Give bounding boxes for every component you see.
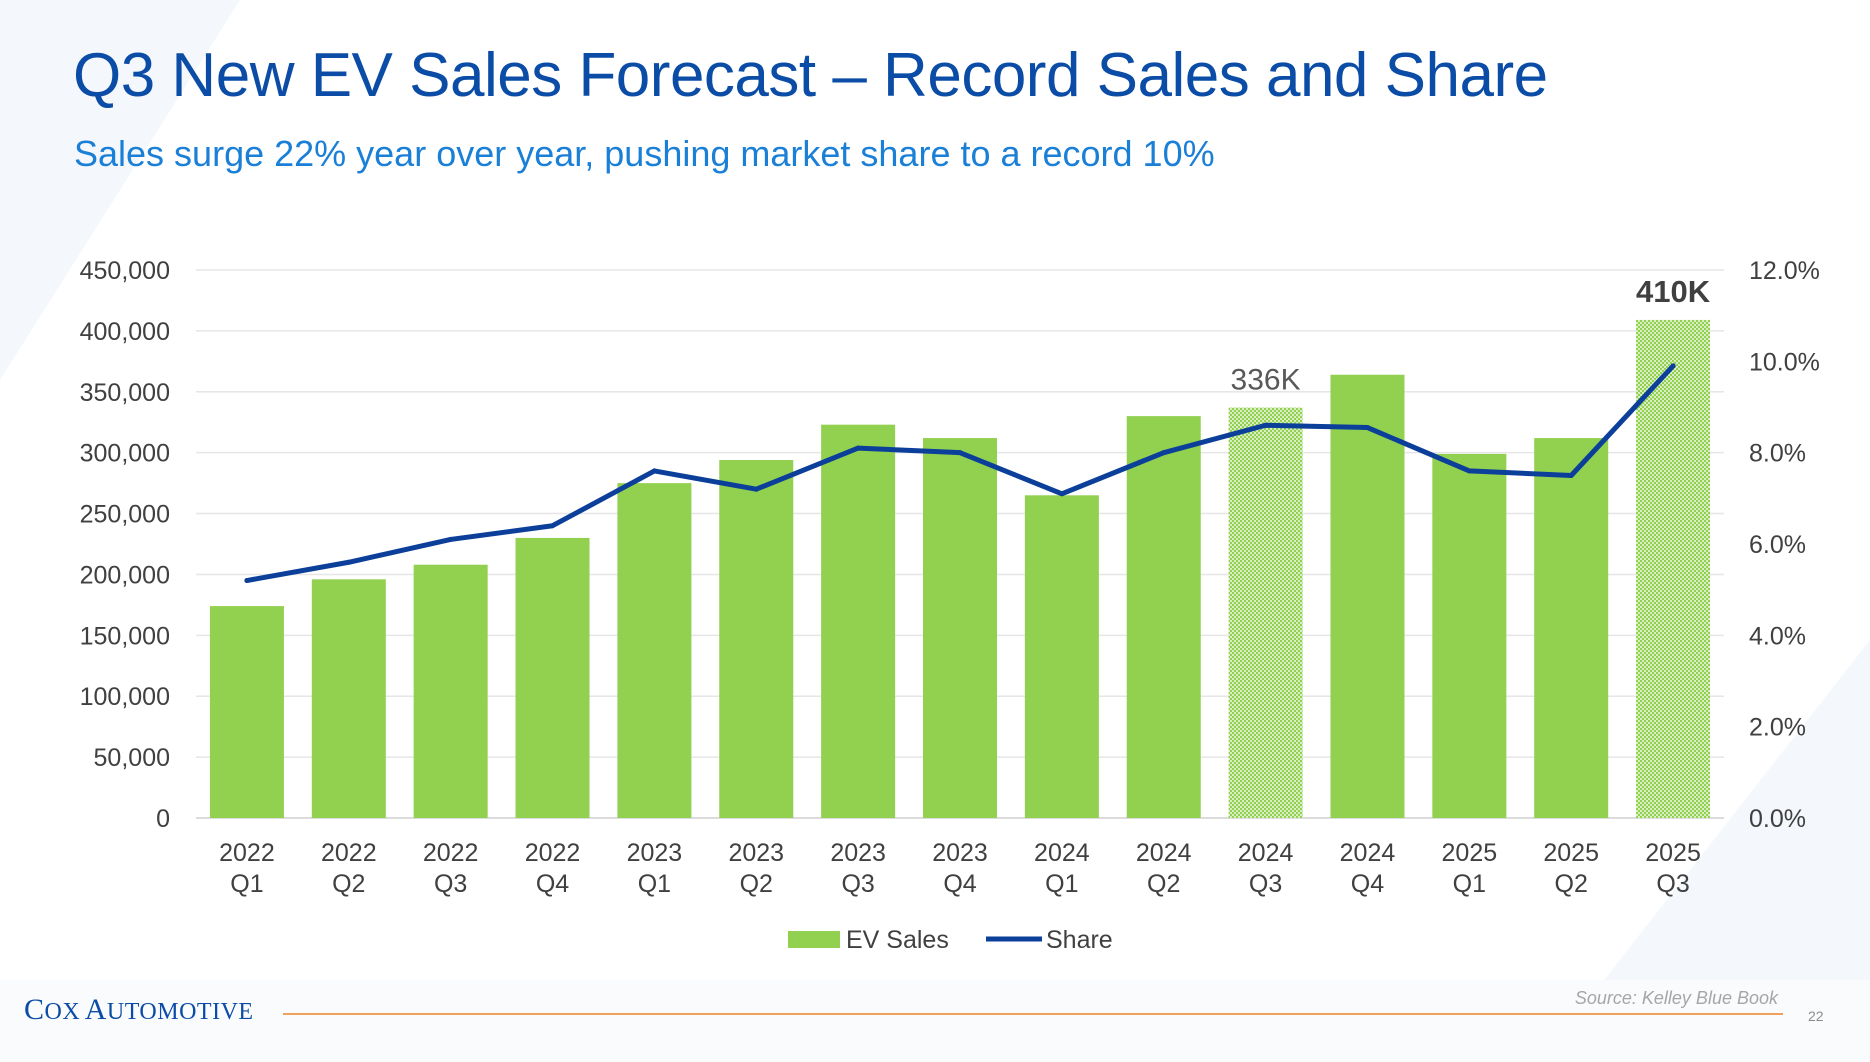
y-left-tick-label: 200,000 — [80, 561, 170, 589]
ev-sales-bar-forecast — [1636, 319, 1711, 818]
ev-sales-bar-forecast — [1228, 407, 1303, 818]
x-category-label: 2023 Q1 — [627, 839, 683, 898]
y-left-tick-label: 50,000 — [94, 744, 170, 772]
page-number: 22 — [1808, 1008, 1824, 1024]
ev-sales-bar — [1024, 495, 1099, 818]
share-point — [1364, 425, 1370, 431]
share-point — [1059, 491, 1065, 497]
y-left-tick-label: 350,000 — [80, 379, 170, 407]
x-category-label: 2023 Q3 — [830, 839, 886, 898]
source-note: Source: Kelley Blue Book — [1574, 988, 1778, 1008]
share-point — [1161, 450, 1167, 456]
share-point — [1568, 473, 1574, 478]
x-category-label: 2022 Q4 — [525, 839, 581, 898]
brand-letter-a: A — [84, 993, 107, 1026]
page-title: Q3 New EV Sales Forecast – Record Sales … — [73, 41, 1548, 110]
y-right-tick-label: 12.0% — [1749, 257, 1820, 285]
y-left-tick-label: 250,000 — [80, 501, 170, 529]
share-point — [448, 536, 454, 542]
bar-data-label: 410K — [1636, 274, 1711, 309]
ev-sales-bar — [209, 606, 284, 818]
x-category-label: 2025 Q1 — [1442, 839, 1498, 898]
legend-label-share: Share — [1046, 926, 1113, 954]
ev-sales-bar — [821, 424, 896, 818]
share-point — [753, 486, 759, 492]
y-right-tick-label: 2.0% — [1749, 714, 1806, 742]
y-left-tick-label: 400,000 — [80, 318, 170, 346]
share-point — [651, 468, 657, 474]
y-right-tick-label: 4.0% — [1749, 622, 1806, 650]
footer-divider — [283, 1013, 1783, 1015]
y-left-tick-label: 450,000 — [80, 257, 170, 285]
y-left-tick-label: 150,000 — [80, 622, 170, 650]
x-category-label: 2024 Q3 — [1238, 839, 1294, 898]
share-point — [550, 523, 556, 529]
share-point — [1670, 363, 1676, 369]
ev-sales-bar — [1126, 416, 1201, 818]
y-left-tick-label: 100,000 — [80, 683, 170, 711]
x-category-label: 2023 Q2 — [728, 839, 784, 898]
page-subtitle: Sales surge 22% year over year, pushing … — [74, 133, 1215, 174]
cox-automotive-logo: COX AUTOMOTIVE — [24, 993, 254, 1027]
brand-letter-c: C — [24, 993, 45, 1026]
ev-sales-bar — [1534, 438, 1609, 818]
share-point — [957, 450, 963, 456]
x-category-label: 2025 Q3 — [1645, 839, 1701, 898]
share-point — [1263, 422, 1269, 428]
ev-sales-bar — [617, 483, 692, 818]
ev-sales-bar — [311, 579, 386, 818]
y-right-tick-label: 6.0% — [1749, 531, 1806, 559]
y-right-tick-label: 10.0% — [1749, 348, 1820, 376]
x-category-label: 2022 Q1 — [219, 839, 275, 898]
x-category-label: 2023 Q4 — [932, 839, 988, 898]
y-right-tick-label: 0.0% — [1749, 805, 1806, 833]
x-category-label: 2022 Q3 — [423, 839, 479, 898]
share-point — [244, 578, 250, 584]
ev-sales-bar — [1432, 453, 1507, 818]
y-left-tick-label: 0 — [156, 805, 170, 833]
share-point — [346, 559, 352, 565]
share-point — [855, 445, 861, 451]
ev-sales-bar — [413, 564, 488, 818]
legend-swatch-ev-sales — [788, 931, 840, 948]
y-right-tick-label: 8.0% — [1749, 440, 1806, 468]
x-category-label: 2024 Q2 — [1136, 839, 1192, 898]
brand-letters-ox: OX — [44, 999, 81, 1025]
x-category-label: 2024 Q1 — [1034, 839, 1090, 898]
legend-label-ev-sales: EV Sales — [846, 926, 949, 954]
y-left-tick-label: 300,000 — [80, 440, 170, 468]
brand-letters-utomotive: UTOMOTIVE — [106, 999, 254, 1025]
ev-sales-bar — [515, 537, 590, 818]
ev-sales-bar — [923, 438, 997, 818]
share-point — [1466, 468, 1472, 474]
ev-sales-bar — [719, 459, 794, 818]
ev-sales-bar — [1330, 374, 1405, 818]
bar-data-label: 336K — [1231, 364, 1301, 397]
x-category-label: 2024 Q4 — [1340, 839, 1396, 898]
x-category-label: 2025 Q2 — [1543, 839, 1599, 898]
x-category-label: 2022 Q2 — [321, 839, 377, 898]
